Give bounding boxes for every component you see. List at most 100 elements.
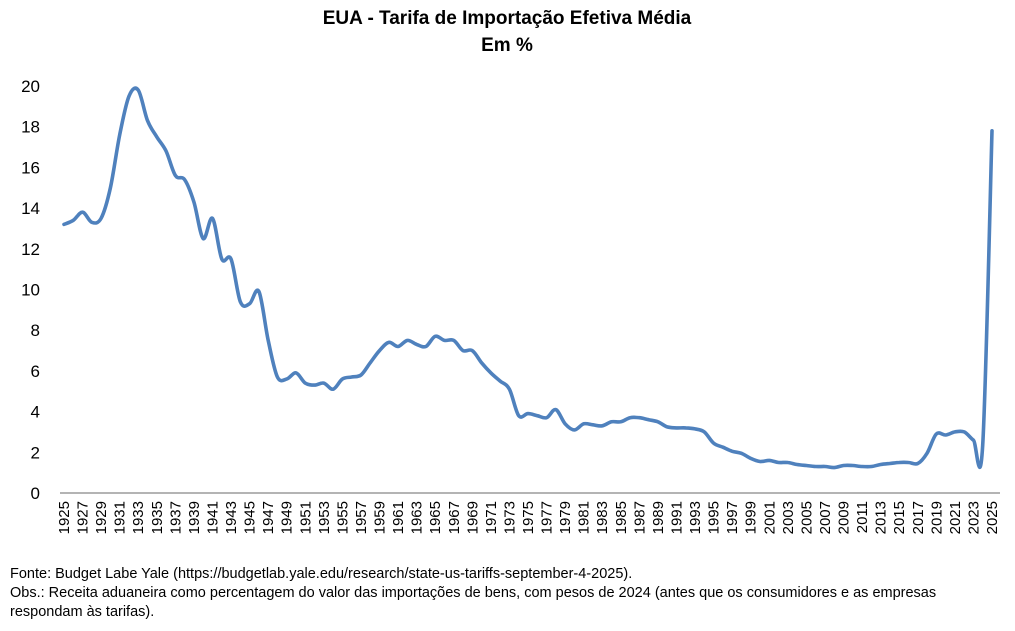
x-tick-label: 1929 [93, 501, 110, 534]
data-point-1984 [610, 420, 614, 424]
data-point-2009 [842, 464, 846, 468]
data-point-1973 [507, 387, 511, 391]
x-tick-label: 2007 [817, 501, 834, 534]
x-tick-label: 1959 [372, 501, 389, 534]
data-point-2018 [925, 451, 929, 455]
y-axis: 0 2 4 6 8 10 12 14 16 18 20 [21, 77, 40, 503]
data-point-1936 [164, 149, 168, 153]
data-point-1969 [470, 349, 474, 353]
data-point-1947 [266, 338, 270, 342]
x-tick-label: 1947 [260, 501, 277, 534]
x-tick-label: 2025 [984, 501, 1001, 534]
data-point-2021 [953, 430, 957, 434]
data-point-2022 [962, 430, 966, 434]
data-point-1962 [405, 338, 409, 342]
x-tick-label: 1943 [223, 501, 240, 534]
y-tick-label: 10 [21, 281, 40, 300]
data-point-1966 [442, 338, 446, 342]
data-point-1994 [702, 430, 706, 434]
data-point-1970 [480, 361, 484, 365]
x-tick-label: 2003 [780, 501, 797, 534]
data-point-1945 [248, 302, 252, 306]
data-point-1954 [331, 387, 335, 391]
data-point-2025 [990, 129, 994, 133]
data-points [62, 88, 994, 469]
chart-subtitle: Em % [481, 35, 533, 56]
data-point-1986 [628, 416, 632, 420]
x-tick-label: 1981 [576, 501, 593, 534]
data-point-1961 [396, 344, 400, 348]
data-point-1934 [146, 119, 150, 123]
data-point-1935 [155, 135, 159, 139]
data-point-1974 [517, 414, 521, 418]
data-point-1979 [563, 422, 567, 426]
x-tick-label: 1971 [483, 501, 500, 534]
data-point-1959 [378, 349, 382, 353]
data-point-2016 [906, 460, 910, 464]
data-point-1930 [108, 186, 112, 190]
data-point-1998 [739, 451, 743, 455]
data-point-1957 [359, 373, 363, 377]
x-tick-label: 1953 [316, 501, 333, 534]
data-point-1975 [526, 412, 530, 416]
data-point-1988 [647, 418, 651, 422]
data-point-1943 [229, 257, 233, 261]
data-point-1989 [656, 420, 660, 424]
data-point-1951 [303, 381, 307, 385]
observation-note: Obs.: Receita aduaneira como percentagem… [10, 585, 937, 620]
chart-title: EUA - Tarifa de Importação Efetiva Média [323, 8, 692, 29]
data-point-1939 [192, 200, 196, 204]
x-tick-label: 1927 [75, 501, 92, 534]
data-point-1925 [62, 222, 66, 226]
y-tick-label: 16 [21, 158, 40, 177]
line-chart: EUA - Tarifa de Importação Efetiva Média… [21, 8, 1001, 534]
x-tick-label: 1965 [427, 501, 444, 534]
x-tick-label: 1951 [297, 501, 314, 534]
x-tick-label: 1931 [112, 501, 129, 534]
data-point-1968 [461, 349, 465, 353]
x-tick-label: 1957 [353, 501, 370, 534]
data-point-2024 [981, 443, 985, 447]
data-point-1965 [433, 334, 437, 338]
data-point-1953 [322, 381, 326, 385]
x-tick-label: 2013 [873, 501, 890, 534]
data-point-1949 [285, 377, 289, 381]
y-tick-label: 18 [21, 118, 40, 137]
data-point-1992 [684, 426, 688, 430]
data-point-1933 [136, 88, 140, 92]
data-point-1985 [619, 420, 623, 424]
data-point-1944 [238, 300, 242, 304]
y-tick-label: 2 [31, 443, 40, 462]
x-tick-label: 1973 [501, 501, 518, 534]
x-tick-label: 1941 [204, 501, 221, 534]
data-point-1980 [572, 428, 576, 432]
data-point-2013 [879, 463, 883, 467]
y-tick-label: 20 [21, 77, 40, 96]
y-tick-label: 4 [31, 403, 40, 422]
x-tick-label: 2005 [798, 501, 815, 534]
data-point-1932 [127, 94, 131, 98]
x-tick-label: 1939 [186, 501, 203, 534]
data-point-1938 [183, 178, 187, 182]
x-tick-label: 1925 [56, 501, 73, 534]
data-point-1982 [591, 423, 595, 427]
data-point-1993 [693, 427, 697, 431]
data-point-2023 [971, 438, 975, 442]
data-point-1990 [665, 425, 669, 429]
x-tick-label: 1969 [464, 501, 481, 534]
data-point-1958 [368, 361, 372, 365]
x-tick-label: 1963 [409, 501, 426, 534]
data-point-1963 [415, 342, 419, 346]
data-point-1955 [340, 377, 344, 381]
x-tick-label: 1991 [668, 501, 685, 534]
x-tick-label: 1995 [706, 501, 723, 534]
data-point-2001 [767, 458, 771, 462]
x-tick-label: 1989 [650, 501, 667, 534]
x-tick-label: 1975 [520, 501, 537, 534]
data-point-1999 [749, 456, 753, 460]
data-point-1981 [582, 422, 586, 426]
data-point-2011 [860, 465, 864, 469]
x-tick-label: 1967 [446, 501, 463, 534]
data-point-1964 [424, 344, 428, 348]
data-point-2007 [823, 465, 827, 469]
